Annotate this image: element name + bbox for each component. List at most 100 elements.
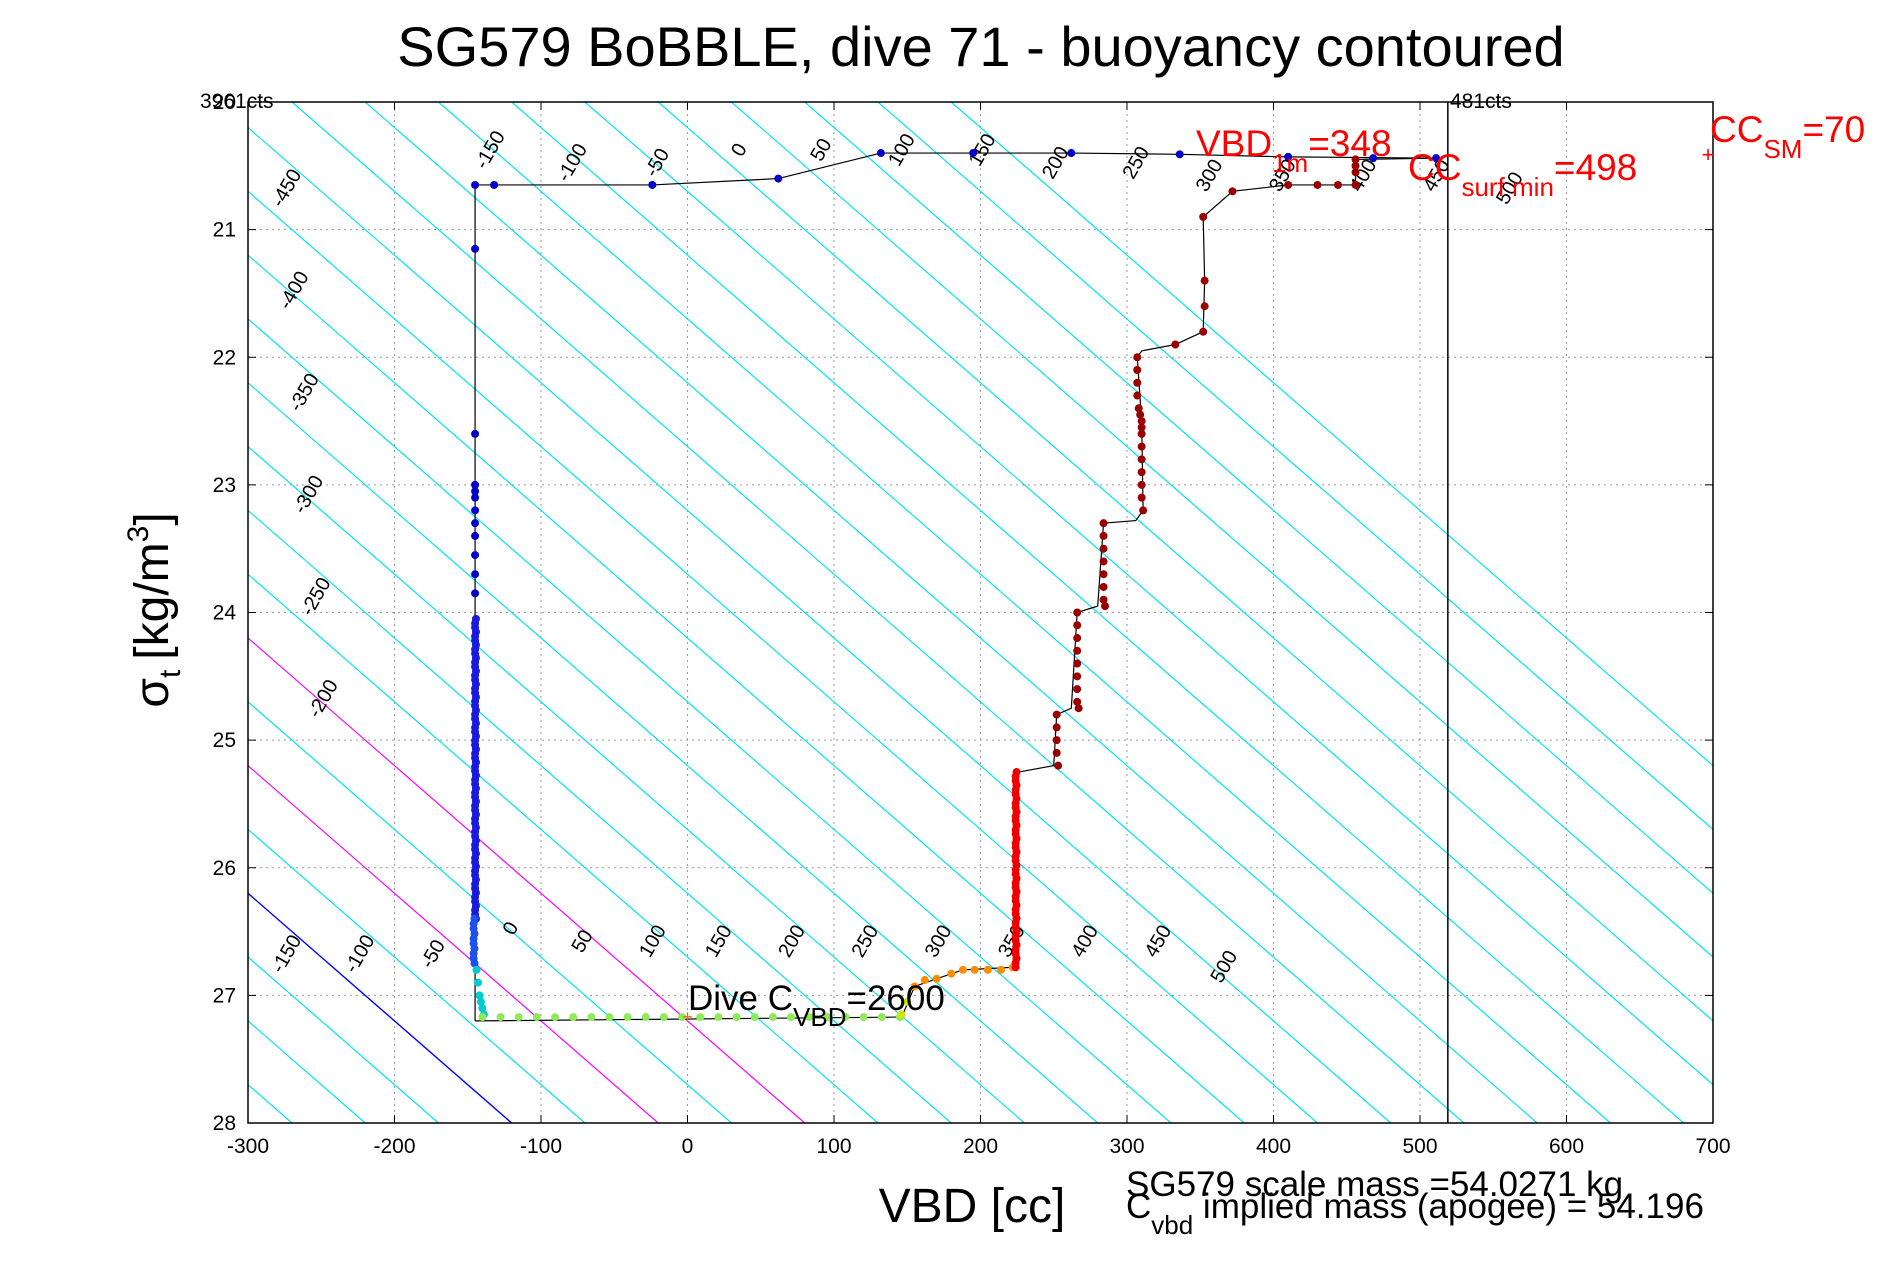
implied-mass-annotation: Cvbd implied mass (apogee) = 54.196 [1126,1187,1704,1240]
contour-line [248,190,1318,1123]
data-point [1137,442,1146,451]
data-point [1351,168,1360,177]
magenta-contour-line [248,637,806,1123]
data-point [1054,761,1063,770]
vbd-1m-main: VBD [1196,123,1272,164]
y-tick-label: 22 [213,346,236,369]
data-point [587,1013,596,1022]
y-axis-title-main: σ [126,678,179,708]
contour-line [584,102,1713,1086]
data-point [474,978,483,987]
data-point [472,965,481,974]
contour-line [248,701,732,1123]
data-point [1139,506,1148,515]
data-point [970,965,979,974]
data-point [903,997,912,1006]
contour-line [804,102,1713,895]
data-point [947,969,956,978]
data-point [1099,595,1108,604]
data-point [1200,302,1209,311]
scale-mass-annotation: SG579 scale mass =54.0271 kg [1126,1165,1623,1204]
data-point [805,1013,814,1022]
cc-sm-main: CC [1710,109,1763,150]
data-point [471,519,480,528]
data-point [1133,391,1142,400]
x-tick-label: 300 [1109,1135,1144,1158]
implied-mass-sub: vbd [1151,1210,1193,1240]
cc-sm-sub: SM [1763,134,1802,164]
contour-line [248,318,1172,1123]
data-point [1199,327,1208,336]
axis-ticks: -300 -200 -100 0 100 200 300 400 500 600 700 20 21 22… [213,91,1731,1158]
data-point [471,589,480,598]
data-point [920,976,929,985]
cc-sm-annotation: CCSM=70 [1710,109,1865,164]
contour-line [364,102,1538,1123]
data-point [1067,149,1076,158]
data-point [1073,659,1082,668]
data-point [997,965,1006,974]
y-tick-label: 25 [213,729,236,752]
data-point [1175,150,1184,159]
zero-buoyancy-line [248,892,513,1123]
data-point [496,1013,505,1022]
dive-cvbd-value: =2600 [847,979,945,1018]
data-point [514,1013,523,1022]
data-point [823,1013,832,1022]
x-tick-label: 500 [1402,1135,1437,1158]
data-point [1284,180,1293,189]
buoyancy-contours [248,102,1713,1123]
data-point [910,982,919,991]
x-axis-title: VBD [cc] [879,1180,1066,1233]
data-point [1073,697,1082,706]
dive-cvbd-main: Dive C [688,979,793,1018]
data-point [1137,493,1146,502]
data-point [750,1013,759,1022]
data-point [1011,963,1020,972]
data-point [1052,736,1061,745]
data-point [841,1013,850,1022]
y-axis-title-sup: 3 [122,526,155,543]
data-point [983,965,992,974]
data-point [1351,180,1360,189]
data-point [1369,154,1378,163]
data-point [1313,180,1322,189]
contour-line [950,102,1713,767]
data-point [1073,685,1082,694]
x-tick-label: -100 [520,1135,562,1158]
data-point [471,487,480,496]
data-point [1200,276,1209,285]
grid-lines [248,102,1713,1123]
magenta-contour-line [248,764,659,1123]
data-point [532,1013,541,1022]
contour-line [657,102,1713,1022]
y-tick-label: 24 [213,602,237,625]
data-point [1333,180,1342,189]
data-point [1137,455,1146,464]
data-point [1099,531,1108,540]
top-right-counts: 481cts [1450,90,1512,113]
y-tick-label: 26 [213,857,236,880]
data-point [569,1013,578,1022]
data-point [1351,161,1360,170]
data-point [1137,468,1146,477]
data-point [958,965,967,974]
data-point [897,1010,906,1019]
data-point [478,1004,487,1013]
data-point [1137,429,1146,438]
data-point [471,531,480,540]
data-point [1052,748,1061,757]
data-point [1133,353,1142,362]
x-tick-label: 0 [682,1135,694,1158]
data-point [1134,404,1143,413]
contour-line [248,509,952,1123]
data-point [1073,621,1082,630]
data-point [476,997,485,1006]
data-point [1133,366,1142,375]
x-tick-label: 100 [816,1135,851,1158]
data-point [732,1013,741,1022]
data-point [471,429,480,438]
dive-cvbd-sub: VBD [793,1002,846,1032]
data-point [969,149,978,158]
